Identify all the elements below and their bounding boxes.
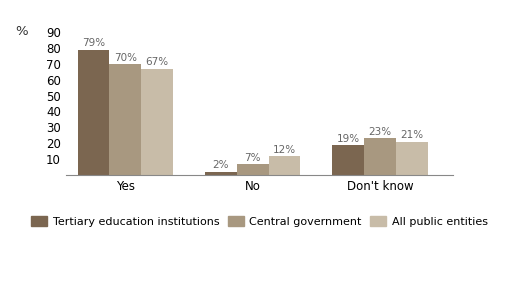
Text: 12%: 12% [273, 145, 296, 155]
Text: 2%: 2% [213, 161, 229, 171]
Bar [364, 138, 396, 175]
Text: 79%: 79% [82, 39, 105, 49]
Bar [110, 64, 141, 175]
Bar [332, 145, 364, 175]
Bar [237, 164, 269, 175]
Text: 23%: 23% [368, 127, 391, 137]
Text: %: % [16, 25, 28, 38]
Bar [141, 69, 173, 175]
Bar [78, 50, 110, 175]
Text: 70%: 70% [114, 53, 137, 63]
Bar [269, 156, 300, 175]
Bar [396, 142, 428, 175]
Text: 7%: 7% [244, 153, 261, 163]
Text: 67%: 67% [145, 57, 169, 67]
Legend: Tertiary education institutions, Central government, All public entities: Tertiary education institutions, Central… [27, 212, 492, 231]
Text: 21%: 21% [400, 130, 423, 140]
Text: 19%: 19% [336, 133, 360, 143]
Bar [205, 172, 237, 175]
